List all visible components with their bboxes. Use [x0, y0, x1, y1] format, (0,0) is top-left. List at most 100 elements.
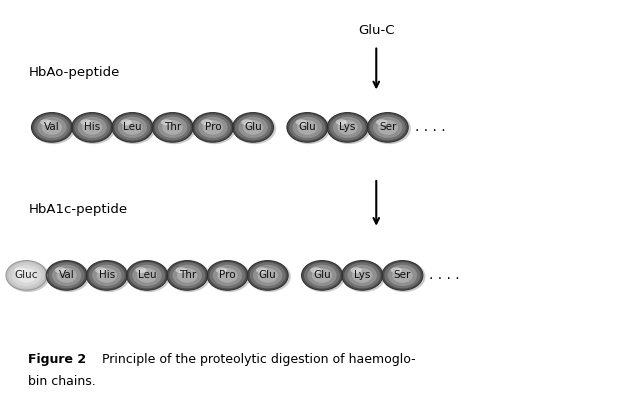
Ellipse shape: [256, 267, 267, 273]
Ellipse shape: [352, 268, 372, 283]
Ellipse shape: [368, 113, 411, 144]
Ellipse shape: [367, 113, 408, 142]
Ellipse shape: [92, 265, 122, 286]
Ellipse shape: [292, 117, 322, 138]
Ellipse shape: [333, 117, 362, 138]
Ellipse shape: [118, 117, 147, 138]
Ellipse shape: [137, 268, 157, 283]
Ellipse shape: [113, 113, 155, 144]
Ellipse shape: [235, 115, 271, 141]
Text: . . . .: . . . .: [430, 268, 460, 282]
Ellipse shape: [74, 115, 110, 141]
Text: . . . .: . . . .: [415, 120, 445, 134]
Ellipse shape: [133, 265, 162, 286]
Text: Figure 2: Figure 2: [28, 353, 86, 366]
Text: HbAo-peptide: HbAo-peptide: [28, 66, 120, 79]
Ellipse shape: [167, 261, 208, 290]
Ellipse shape: [213, 265, 242, 286]
Ellipse shape: [115, 115, 150, 141]
Ellipse shape: [350, 267, 362, 273]
Ellipse shape: [216, 267, 227, 273]
Text: Ser: Ser: [393, 271, 411, 280]
Ellipse shape: [388, 265, 417, 286]
Ellipse shape: [243, 120, 263, 135]
Ellipse shape: [253, 265, 283, 286]
Ellipse shape: [376, 119, 387, 125]
Ellipse shape: [217, 268, 238, 283]
Ellipse shape: [312, 268, 332, 283]
Ellipse shape: [287, 113, 330, 144]
Ellipse shape: [87, 261, 130, 292]
Text: Leu: Leu: [123, 122, 142, 132]
Text: Glu: Glu: [313, 271, 331, 280]
Ellipse shape: [198, 117, 227, 138]
Text: Thr: Thr: [164, 122, 181, 132]
Ellipse shape: [345, 262, 380, 288]
Ellipse shape: [373, 117, 402, 138]
Ellipse shape: [8, 262, 44, 288]
Ellipse shape: [77, 117, 107, 138]
Ellipse shape: [302, 261, 345, 292]
Text: Val: Val: [44, 122, 60, 132]
Text: His: His: [84, 122, 100, 132]
Ellipse shape: [377, 120, 398, 135]
Ellipse shape: [383, 261, 426, 292]
Ellipse shape: [177, 268, 198, 283]
Ellipse shape: [167, 261, 211, 292]
Ellipse shape: [95, 267, 106, 273]
Ellipse shape: [296, 119, 307, 125]
Text: Pro: Pro: [205, 122, 221, 132]
Ellipse shape: [127, 261, 167, 290]
Ellipse shape: [57, 268, 77, 283]
Ellipse shape: [304, 262, 340, 288]
Ellipse shape: [52, 265, 81, 286]
Ellipse shape: [310, 267, 321, 273]
Ellipse shape: [330, 115, 366, 141]
Ellipse shape: [55, 267, 66, 273]
Ellipse shape: [80, 119, 91, 125]
Ellipse shape: [250, 262, 286, 288]
Ellipse shape: [128, 261, 170, 292]
Text: Lys: Lys: [339, 122, 355, 132]
Ellipse shape: [16, 268, 37, 283]
Text: Val: Val: [59, 271, 75, 280]
Text: Glu: Glu: [259, 271, 277, 280]
Text: HbA1c-peptide: HbA1c-peptide: [28, 203, 128, 216]
Ellipse shape: [46, 261, 87, 290]
Ellipse shape: [173, 265, 202, 286]
Text: Principle of the proteolytic digestion of haemoglo-: Principle of the proteolytic digestion o…: [102, 353, 415, 366]
Ellipse shape: [34, 115, 70, 141]
Ellipse shape: [287, 113, 328, 142]
Ellipse shape: [158, 117, 187, 138]
Text: Glu-C: Glu-C: [358, 24, 395, 37]
Text: Pro: Pro: [219, 271, 236, 280]
Ellipse shape: [72, 113, 115, 144]
Ellipse shape: [208, 261, 251, 292]
Ellipse shape: [391, 267, 402, 273]
Ellipse shape: [86, 261, 128, 290]
Ellipse shape: [97, 268, 117, 283]
Ellipse shape: [242, 119, 252, 125]
Ellipse shape: [47, 261, 90, 292]
Ellipse shape: [328, 113, 371, 144]
Ellipse shape: [71, 113, 113, 142]
Ellipse shape: [384, 262, 421, 288]
Text: Leu: Leu: [138, 271, 156, 280]
Ellipse shape: [348, 265, 377, 286]
Text: bin chains.: bin chains.: [28, 375, 96, 388]
Ellipse shape: [162, 120, 183, 135]
Ellipse shape: [193, 113, 236, 144]
Ellipse shape: [337, 120, 358, 135]
Ellipse shape: [342, 261, 383, 290]
Text: Ser: Ser: [379, 122, 397, 132]
Ellipse shape: [161, 119, 172, 125]
Ellipse shape: [201, 119, 213, 125]
Ellipse shape: [49, 262, 84, 288]
Ellipse shape: [122, 120, 142, 135]
Ellipse shape: [42, 120, 62, 135]
Ellipse shape: [152, 113, 193, 142]
Ellipse shape: [247, 261, 288, 290]
Ellipse shape: [327, 113, 368, 142]
Text: Gluc: Gluc: [15, 271, 38, 280]
Text: Glu: Glu: [244, 122, 262, 132]
